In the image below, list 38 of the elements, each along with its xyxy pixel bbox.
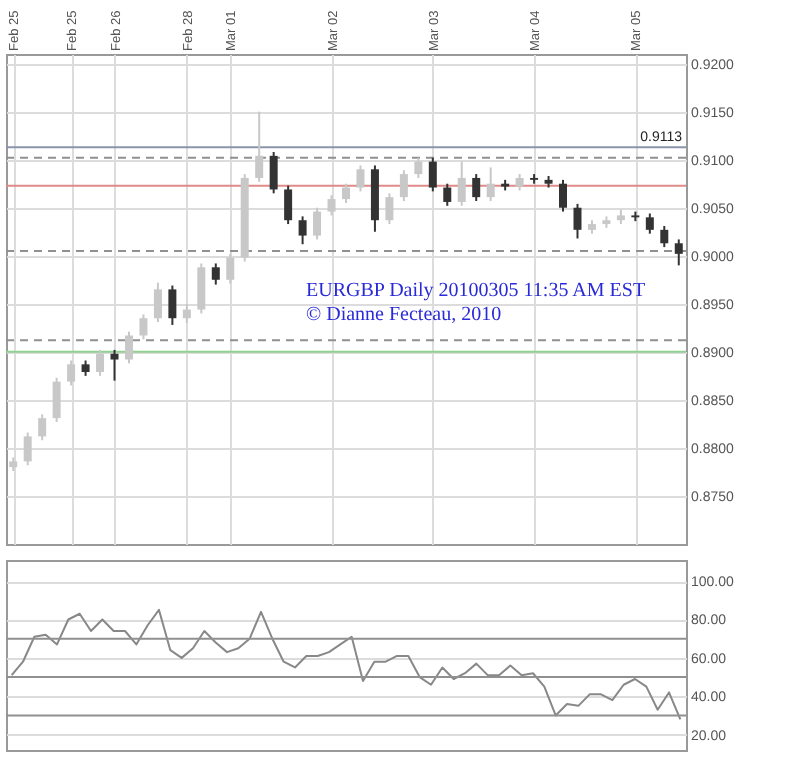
candlestick bbox=[67, 359, 76, 387]
candlestick bbox=[124, 330, 133, 365]
candlestick bbox=[168, 284, 177, 326]
candlestick bbox=[399, 169, 408, 202]
candlestick bbox=[284, 184, 293, 226]
candlestick bbox=[356, 164, 365, 193]
candlestick bbox=[226, 252, 235, 285]
candlestick bbox=[153, 281, 162, 324]
candlestick bbox=[110, 348, 119, 382]
candlestick bbox=[457, 160, 466, 207]
candlestick bbox=[211, 262, 220, 286]
candlestick bbox=[255, 110, 264, 183]
candlestick bbox=[385, 192, 394, 226]
candlestick bbox=[327, 194, 336, 217]
line-series bbox=[10, 608, 682, 721]
candlestick bbox=[38, 413, 47, 442]
candlestick bbox=[472, 173, 481, 202]
candlestick bbox=[342, 182, 350, 204]
candlestick bbox=[486, 166, 495, 202]
candlestick bbox=[269, 151, 278, 195]
candlestick bbox=[23, 431, 32, 467]
annotation: © Dianne Fecteau, 2010 bbox=[306, 304, 502, 326]
candlestick bbox=[414, 156, 423, 179]
annotation: EURGBP Daily 20100305 11:35 AM EST bbox=[306, 280, 646, 302]
candlestick bbox=[96, 348, 105, 377]
candlestick bbox=[197, 262, 206, 315]
candlestick bbox=[559, 178, 568, 213]
candlestick bbox=[573, 202, 582, 240]
candlestick bbox=[645, 212, 654, 235]
candlestick bbox=[674, 238, 683, 267]
candlestick bbox=[313, 206, 322, 241]
candlestick bbox=[182, 302, 191, 325]
candlestick bbox=[428, 156, 437, 193]
candlestick bbox=[52, 376, 61, 423]
candlestick bbox=[443, 182, 452, 207]
candlestick bbox=[139, 313, 148, 341]
candlestick bbox=[660, 224, 669, 249]
candlestick bbox=[298, 215, 307, 246]
